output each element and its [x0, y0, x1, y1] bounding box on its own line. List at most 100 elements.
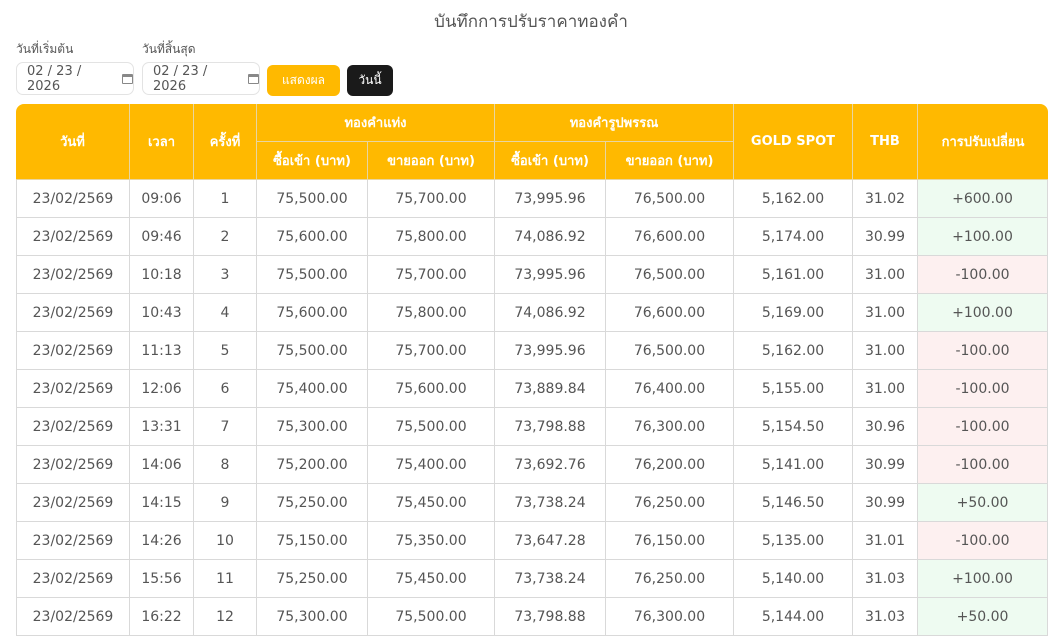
cell-ornament-buy: 73,995.96: [495, 332, 606, 370]
cell-bar-buy: 75,500.00: [257, 180, 368, 218]
cell-time: 14:26: [130, 522, 194, 560]
cell-ornament-sell: 76,250.00: [606, 560, 734, 598]
start-date-value: 02 / 23 / 2026: [27, 63, 82, 94]
cell-bar-sell: 75,350.00: [368, 522, 495, 560]
end-date-input[interactable]: 02 / 23 / 2026: [142, 62, 260, 95]
cell-bar-buy: 75,250.00: [257, 560, 368, 598]
cell-date: 23/02/2569: [16, 446, 130, 484]
cell-time: 09:06: [130, 180, 194, 218]
calendar-icon[interactable]: [122, 73, 133, 84]
cell-time: 10:18: [130, 256, 194, 294]
cell-bar-sell: 75,700.00: [368, 332, 495, 370]
cell-ornament-sell: 76,300.00: [606, 408, 734, 446]
cell-gold-spot: 5,135.00: [734, 522, 853, 560]
cell-ornament-buy: 74,086.92: [495, 294, 606, 332]
cell-ornament-buy: 73,738.24: [495, 484, 606, 522]
cell-round: 7: [194, 408, 257, 446]
header-ornament-sell: ขายออก (บาท): [606, 142, 734, 180]
cell-change: -100.00: [918, 256, 1048, 294]
cell-date: 23/02/2569: [16, 370, 130, 408]
cell-bar-buy: 75,600.00: [257, 218, 368, 256]
cell-ornament-buy: 74,086.92: [495, 218, 606, 256]
cell-bar-sell: 75,500.00: [368, 408, 495, 446]
cell-round: 5: [194, 332, 257, 370]
cell-time: 16:22: [130, 598, 194, 636]
cell-gold-spot: 5,174.00: [734, 218, 853, 256]
cell-gold-spot: 5,162.00: [734, 180, 853, 218]
cell-bar-buy: 75,300.00: [257, 598, 368, 636]
calendar-icon[interactable]: [248, 73, 259, 84]
table-row: 23/02/2569 15:56 11 75,250.00 75,450.00 73,73…: [16, 560, 1048, 598]
cell-gold-spot: 5,169.00: [734, 294, 853, 332]
cell-gold-spot: 5,146.50: [734, 484, 853, 522]
table-row: 23/02/2569 10:18 3 75,500.00 75,700.00 73,995…: [16, 256, 1048, 294]
header-thb: THB: [853, 104, 918, 180]
cell-thb: 30.96: [853, 408, 918, 446]
cell-round: 10: [194, 522, 257, 560]
header-round: ครั้งที่: [194, 104, 257, 180]
cell-thb: 31.00: [853, 256, 918, 294]
header-bar-sell: ขายออก (บาท): [368, 142, 495, 180]
table-row: 23/02/2569 11:13 5 75,500.00 75,700.00 73,995…: [16, 332, 1048, 370]
cell-change: +50.00: [918, 484, 1048, 522]
cell-date: 23/02/2569: [16, 180, 130, 218]
cell-gold-spot: 5,140.00: [734, 560, 853, 598]
cell-thb: 31.01: [853, 522, 918, 560]
cell-date: 23/02/2569: [16, 522, 130, 560]
cell-bar-sell: 75,800.00: [368, 294, 495, 332]
cell-time: 09:46: [130, 218, 194, 256]
cell-change: +100.00: [918, 560, 1048, 598]
cell-thb: 31.00: [853, 370, 918, 408]
cell-thb: 30.99: [853, 446, 918, 484]
cell-ornament-sell: 76,200.00: [606, 446, 734, 484]
cell-gold-spot: 5,141.00: [734, 446, 853, 484]
cell-bar-buy: 75,500.00: [257, 332, 368, 370]
page-title: บันทึกการปรับราคาทองคำ: [434, 12, 628, 32]
cell-round: 11: [194, 560, 257, 598]
cell-bar-buy: 75,600.00: [257, 294, 368, 332]
cell-ornament-buy: 73,692.76: [495, 446, 606, 484]
table-row: 23/02/2569 14:26 10 75,150.00 75,350.00 73,64…: [16, 522, 1048, 560]
table-row: 23/02/2569 13:31 7 75,300.00 75,500.00 73,798…: [16, 408, 1048, 446]
table-row: 23/02/2569 14:15 9 75,250.00 75,450.00 73,738…: [16, 484, 1048, 522]
cell-date: 23/02/2569: [16, 294, 130, 332]
gold-price-table: วันที่ เวลา ครั้งที่ ทองคำแท่ง ทองคำรูปพ…: [16, 104, 1048, 636]
cell-thb: 30.99: [853, 484, 918, 522]
cell-thb: 31.03: [853, 560, 918, 598]
cell-ornament-buy: 73,995.96: [495, 256, 606, 294]
header-gold-bar: ทองคำแท่ง: [257, 104, 495, 142]
cell-ornament-buy: 73,889.84: [495, 370, 606, 408]
cell-ornament-sell: 76,500.00: [606, 332, 734, 370]
cell-gold-spot: 5,155.00: [734, 370, 853, 408]
table-row: 23/02/2569 14:06 8 75,200.00 75,400.00 73,692…: [16, 446, 1048, 484]
cell-change: +100.00: [918, 218, 1048, 256]
header-change: การปรับเปลี่ยน: [918, 104, 1048, 180]
show-button[interactable]: แสดงผล: [267, 65, 340, 96]
cell-ornament-buy: 73,647.28: [495, 522, 606, 560]
cell-thb: 31.00: [853, 332, 918, 370]
cell-date: 23/02/2569: [16, 332, 130, 370]
today-button[interactable]: วันนี้: [347, 65, 393, 96]
cell-thb: 31.02: [853, 180, 918, 218]
end-date-label: วันที่สิ้นสุด: [142, 42, 196, 56]
cell-round: 12: [194, 598, 257, 636]
cell-round: 4: [194, 294, 257, 332]
cell-bar-buy: 75,150.00: [257, 522, 368, 560]
cell-round: 2: [194, 218, 257, 256]
cell-gold-spot: 5,154.50: [734, 408, 853, 446]
cell-bar-sell: 75,500.00: [368, 598, 495, 636]
cell-ornament-buy: 73,798.88: [495, 408, 606, 446]
cell-gold-spot: 5,161.00: [734, 256, 853, 294]
cell-bar-buy: 75,200.00: [257, 446, 368, 484]
cell-ornament-buy: 73,798.88: [495, 598, 606, 636]
cell-date: 23/02/2569: [16, 560, 130, 598]
start-date-input[interactable]: 02 / 23 / 2026: [16, 62, 134, 95]
cell-change: +50.00: [918, 598, 1048, 636]
cell-round: 1: [194, 180, 257, 218]
cell-time: 15:56: [130, 560, 194, 598]
cell-time: 14:06: [130, 446, 194, 484]
cell-time: 13:31: [130, 408, 194, 446]
cell-ornament-sell: 76,150.00: [606, 522, 734, 560]
cell-thb: 31.00: [853, 294, 918, 332]
cell-date: 23/02/2569: [16, 408, 130, 446]
